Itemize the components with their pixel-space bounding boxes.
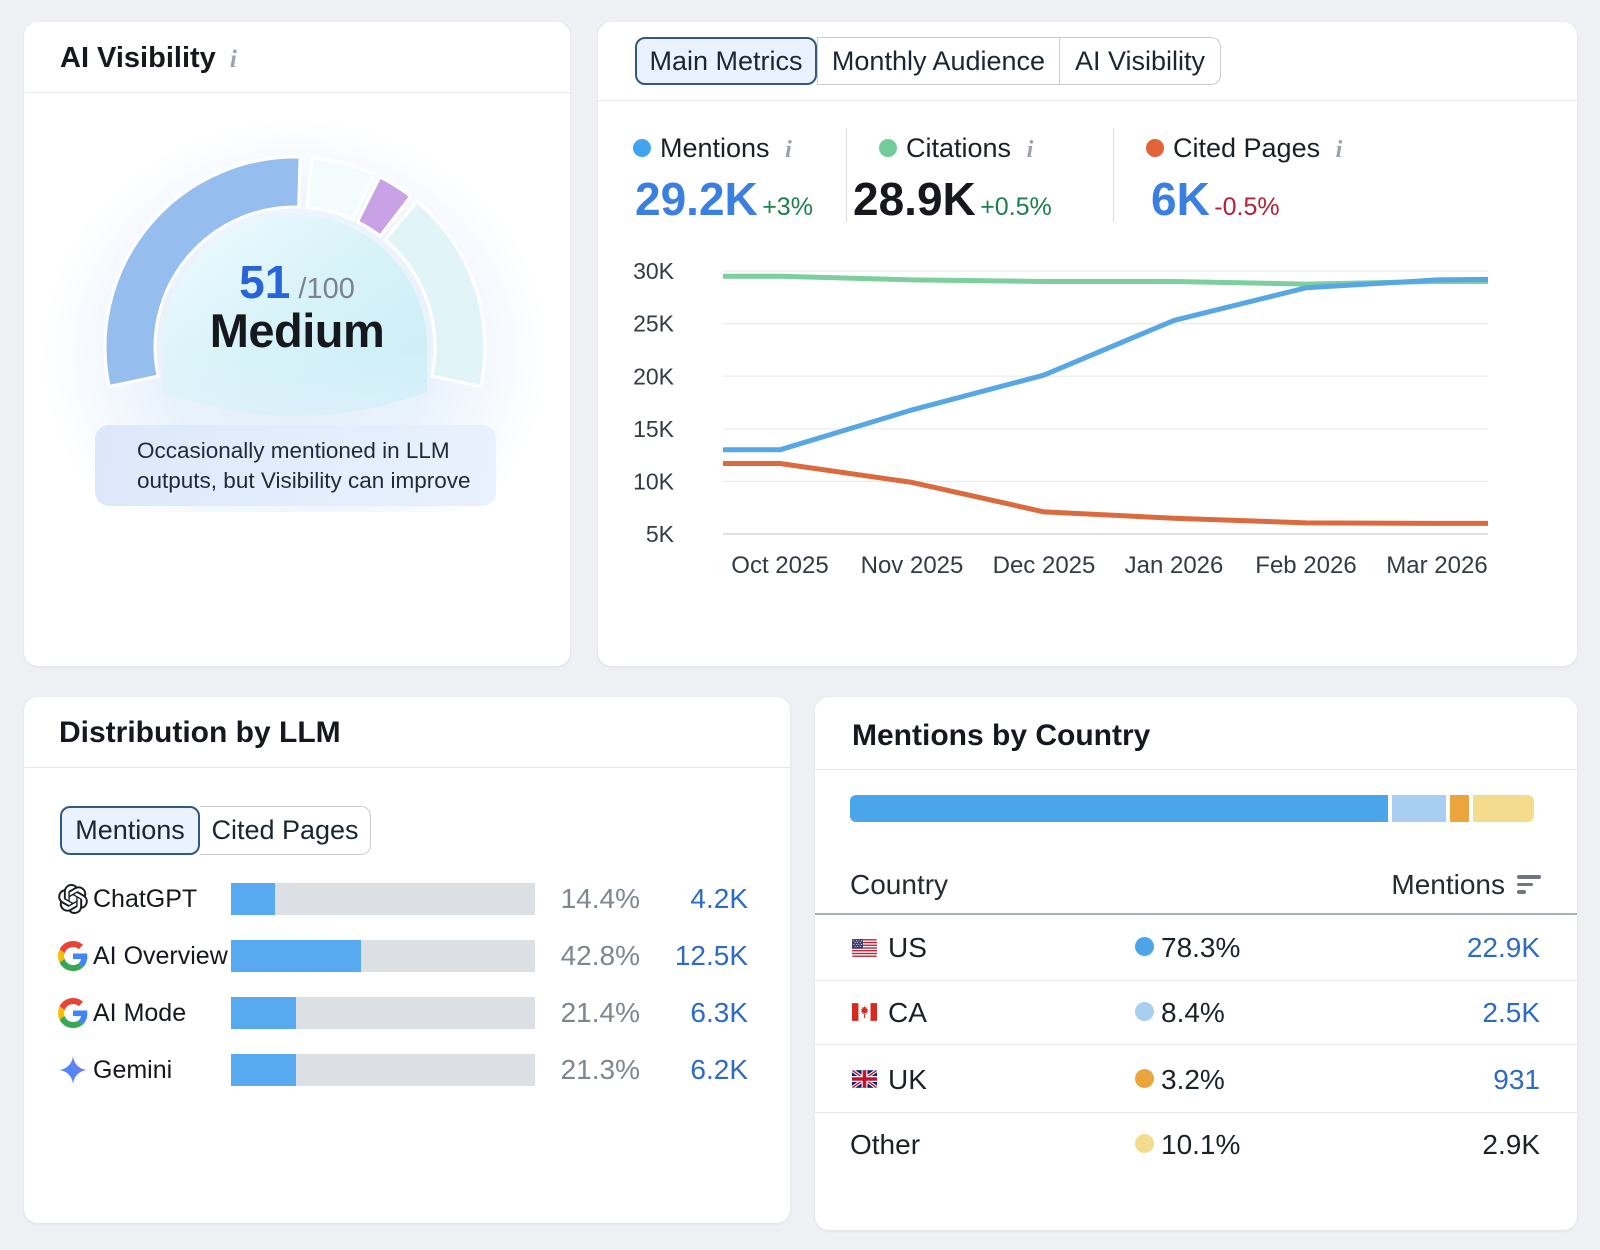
svg-text:20K: 20K [633,363,675,389]
svg-text:30K: 30K [633,258,675,284]
svg-text:5K: 5K [646,521,675,547]
svg-text:Oct 2025: Oct 2025 [731,552,828,579]
svg-text:Nov 2025: Nov 2025 [861,552,964,579]
svg-text:15K: 15K [633,416,675,442]
svg-text:Feb 2026: Feb 2026 [1255,552,1356,579]
svg-text:Jan 2026: Jan 2026 [1125,552,1224,579]
svg-text:Dec 2025: Dec 2025 [993,552,1096,579]
svg-text:25K: 25K [633,311,675,337]
svg-text:Mar 2026: Mar 2026 [1386,552,1487,579]
svg-text:10K: 10K [633,468,675,494]
